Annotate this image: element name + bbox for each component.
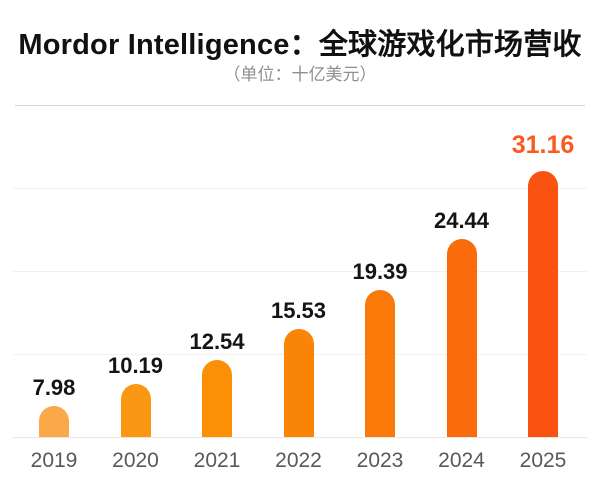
x-axis-label-2022: 2022 (275, 449, 322, 472)
value-label-2020: 10.19 (107, 353, 164, 378)
bar-2021 (202, 360, 232, 437)
x-axis-label-2024: 2024 (438, 449, 485, 472)
bar-2024 (446, 239, 477, 437)
value-label-2022: 15.53 (270, 298, 327, 323)
value-label-2025: 31.16 (511, 131, 575, 159)
value-label-2024: 24.44 (433, 208, 490, 233)
gridline (13, 271, 587, 272)
gridline (13, 188, 587, 189)
value-label-2019: 7.98 (32, 375, 76, 400)
bar-2023 (365, 290, 395, 437)
x-axis-label-2020: 2020 (112, 449, 159, 472)
bar-2022 (283, 329, 314, 437)
x-axis-label-2023: 2023 (356, 449, 404, 472)
bar-2020 (120, 384, 151, 437)
bar-2025 (528, 171, 558, 437)
value-label-2021: 12.54 (189, 329, 245, 354)
x-axis-label-2021: 2021 (193, 449, 241, 472)
value-label-2023: 19.39 (352, 259, 408, 284)
chart-title: Mordor Intelligence：全球游戏化市场营收 (18, 29, 582, 61)
chart-subtitle: （单位：十亿美元） (223, 65, 377, 84)
x-axis-baseline (13, 437, 587, 438)
bar-2019 (39, 406, 69, 437)
header-divider (15, 105, 585, 106)
x-axis-label-2019: 2019 (30, 449, 78, 472)
x-axis-label-2025: 2025 (519, 449, 567, 472)
